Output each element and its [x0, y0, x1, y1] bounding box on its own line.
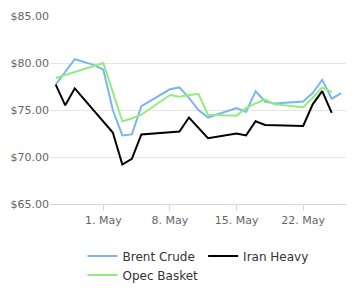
- svg-text:$65.00: $65.00: [11, 198, 50, 211]
- svg-text:$85.00: $85.00: [11, 10, 50, 23]
- svg-text:$70.00: $70.00: [11, 151, 50, 164]
- svg-text:15. May: 15. May: [215, 214, 259, 227]
- svg-text:Brent Crude: Brent Crude: [123, 250, 195, 264]
- svg-text:22. May: 22. May: [281, 214, 325, 227]
- svg-text:1. May: 1. May: [85, 214, 122, 227]
- svg-text:$75.00: $75.00: [11, 104, 50, 117]
- svg-text:$80.00: $80.00: [11, 57, 50, 70]
- svg-text:Iran Heavy: Iran Heavy: [243, 250, 308, 264]
- svg-text:8. May: 8. May: [152, 214, 189, 227]
- svg-text:Opec Basket: Opec Basket: [123, 269, 199, 283]
